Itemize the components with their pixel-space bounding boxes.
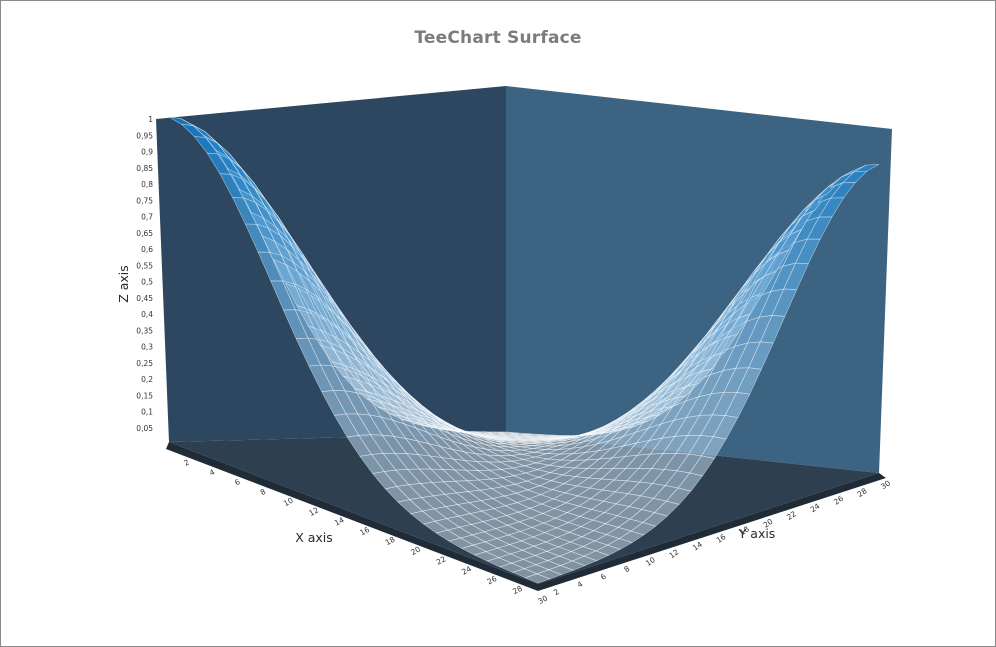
z-tick-label: 0,1	[141, 408, 153, 417]
z-tick-label: 0,35	[136, 326, 153, 335]
z-tick-label: 1	[148, 115, 153, 124]
y-tick-label: 12	[667, 547, 680, 560]
z-tick-label: 0,15	[136, 391, 153, 400]
x-axis-title: X axis	[295, 530, 333, 545]
z-tick-label: 0,5	[141, 278, 153, 287]
y-tick-label: 6	[599, 572, 608, 582]
z-tick-label: 0,9	[141, 148, 153, 157]
x-tick-label: 16	[358, 525, 371, 538]
z-tick-label: 0,05	[136, 424, 153, 433]
y-tick-label: 16	[715, 532, 728, 545]
y-tick-label: 8	[622, 564, 631, 574]
y-tick-label: 4	[575, 579, 584, 589]
z-tick-label: 0,75	[136, 196, 153, 205]
back-wall	[506, 86, 892, 473]
z-tick-label: 0,8	[141, 180, 153, 189]
z-tick-label: 0,95	[136, 131, 153, 140]
y-tick-label: 30	[879, 478, 892, 491]
x-tick-label: 26	[486, 574, 499, 587]
z-tick-label: 0,85	[136, 164, 153, 173]
z-tick-label: 0,6	[141, 245, 153, 254]
surface-mesh	[168, 116, 880, 584]
y-tick-label: 28	[856, 486, 869, 499]
x-tick-label: 4	[208, 467, 217, 477]
floor-edge-right	[538, 473, 886, 591]
x-tick-label: 12	[307, 505, 320, 518]
chart-title: TeeChart Surface	[414, 28, 582, 48]
x-tick-label: 10	[282, 496, 295, 509]
x-tick-label: 2	[182, 457, 191, 467]
y-tick-label: 24	[809, 501, 822, 514]
x-tick-label: 20	[409, 544, 422, 557]
z-tick-label: 0,4	[141, 310, 153, 319]
x-tick-label: 18	[384, 535, 397, 548]
z-tick-label: 0,65	[136, 229, 153, 238]
y-tick-label: 10	[644, 555, 657, 568]
y-tick-label: 26	[832, 494, 845, 507]
z-tick-label: 0,2	[141, 375, 153, 384]
floor-edge-left	[166, 442, 538, 591]
y-tick-label: 14	[691, 540, 704, 553]
surface-cell	[854, 164, 880, 172]
y-tick-label: 22	[785, 509, 798, 522]
z-tick-label: 0,55	[136, 261, 153, 270]
z-tick-label: 0,25	[136, 359, 153, 368]
x-tick-label: 30	[536, 593, 549, 606]
z-tick-label: 0,3	[141, 343, 153, 352]
x-tick-label: 24	[460, 564, 473, 577]
x-tick-label: 6	[233, 477, 242, 487]
y-axis-title: Y axis	[738, 526, 776, 541]
z-axis-title: Z axis	[116, 265, 131, 303]
z-tick-label: 0,7	[141, 213, 153, 222]
x-tick-label: 14	[333, 515, 346, 528]
z-axis-ticks: 0,05 0,1 0,15 0,2 0,25 0,3 0,35 0,4 0,45 0,5 0,55 0…	[136, 115, 153, 433]
z-tick-label: 0,45	[136, 294, 153, 303]
x-tick-label: 8	[259, 487, 268, 497]
x-tick-label: 22	[435, 554, 448, 567]
y-tick-label: 2	[552, 587, 561, 597]
x-tick-label: 28	[511, 584, 524, 597]
